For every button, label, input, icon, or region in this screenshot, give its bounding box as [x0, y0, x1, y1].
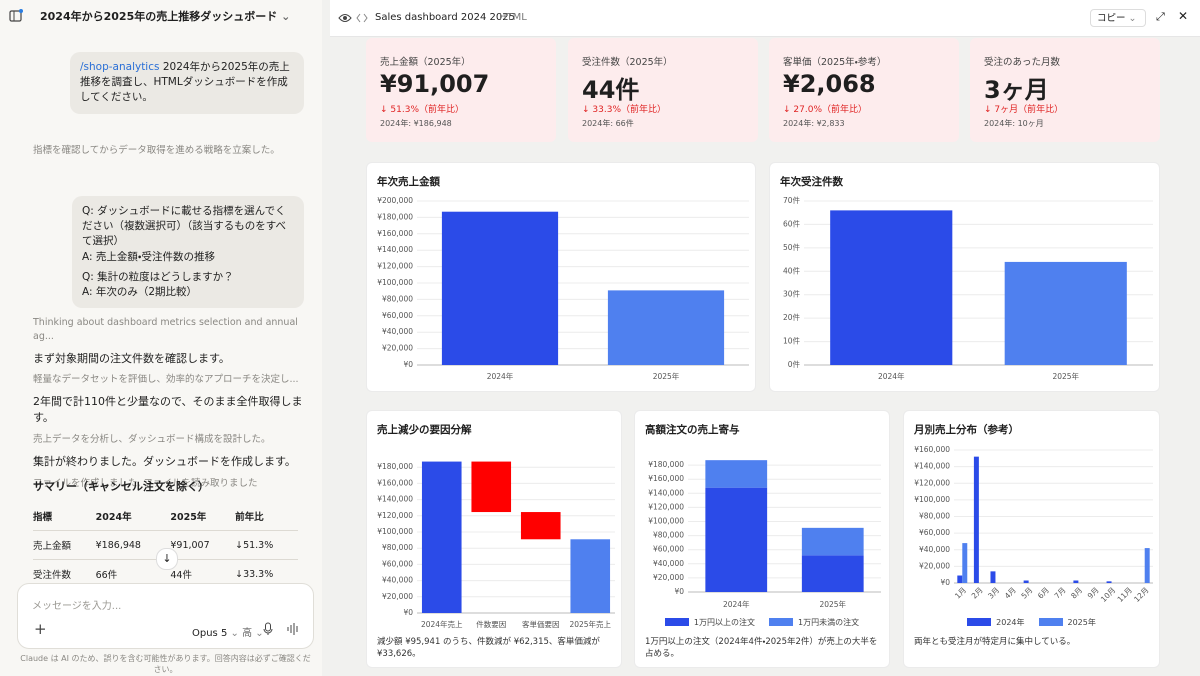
artifact-panel: Sales dashboard 2024 2025 HTML コピー ⌄ ⤢ ✕: [322, 0, 1200, 676]
step: 売上データを分析し、ダッシュボード構成を設計した。: [33, 434, 271, 446]
disclaimer: Claude は AI のため、誤りを含む可能性があります。回答内容は必ずご確認…: [20, 654, 311, 674]
mic-button[interactable]: [262, 622, 274, 636]
artifact-kind: HTML: [499, 12, 527, 23]
table-header: 指標 2024年 2025年 前年比: [33, 502, 298, 531]
copy-label: コピー: [1097, 13, 1126, 24]
title-text: 2024年から2025年の売上推移ダッシュボード: [40, 10, 278, 23]
model-name: Opus 5: [192, 628, 228, 639]
question: Q: ダッシュボードに載せる指標を選んでください（複数選択可）（該当するものをす…: [82, 205, 287, 248]
scroll-down-button[interactable]: ↓: [156, 548, 178, 570]
step: まず対象期間の注文件数を確認します。: [33, 351, 230, 365]
artifact-header: Sales dashboard 2024 2025 HTML コピー ⌄ ⤢ ✕: [330, 0, 1200, 37]
conversation-title[interactable]: 2024年から2025年の売上推移ダッシュボード ⌄: [40, 10, 291, 23]
header-cell: 2025年: [170, 502, 236, 531]
answer: A: 売上金額・受注件数の推移: [82, 250, 215, 263]
message-text: 2024年から2025年の売上推移を調査し、HTMLダッシュボードを作成してくだ…: [80, 61, 290, 104]
preview-button[interactable]: [338, 12, 352, 24]
status-text: 指標を確認してからデータ取得を進める戦略を立案した。: [33, 145, 280, 156]
qa-message: Q: ダッシュボードに載せる指標を選んでください（複数選択可）（該当するものをす…: [72, 196, 304, 309]
step: 2年間で計110件と少量なので、そのまま全件取得します。: [33, 395, 303, 425]
effort: 高: [242, 628, 253, 639]
step: 集計が終わりました。ダッシュボードを作成します。: [33, 454, 296, 468]
voice-button[interactable]: [286, 622, 300, 636]
table-cell: ¥91,007: [170, 530, 236, 560]
model-selector[interactable]: Opus 5 ⌄ 高 ⌄: [192, 628, 264, 639]
header-cell: 指標: [33, 502, 96, 531]
step: 軽量なデータセットを評価し、効率的なアプローチを決定し...: [33, 374, 299, 386]
steps: Thinking about dashboard metrics selecti…: [33, 316, 303, 498]
answer: A: 年次のみ（2期比較）: [82, 286, 198, 299]
table-cell: 売上金額: [33, 530, 96, 560]
expand-button[interactable]: ⤢: [1156, 10, 1165, 23]
step: ファイルを作成しました, ファイルを読み取りました: [33, 477, 258, 489]
user-message: /shop-analytics 2024年から2025年の売上推移を調査し、HT…: [70, 52, 304, 114]
message-input[interactable]: メッセージを入力... + Opus 5 ⌄ 高 ⌄: [17, 583, 314, 649]
add-button[interactable]: +: [34, 620, 47, 638]
sidebar-toggle[interactable]: [9, 9, 23, 23]
chat-panel: 2024年から2025年の売上推移ダッシュボード ⌄ /shop-analyti…: [0, 0, 322, 676]
summary-table: 指標 2024年 2025年 前年比 売上金額 ¥186,948 ¥91,007 ↓51.3%…: [33, 502, 298, 589]
table-cell: ↓51.3%: [235, 530, 298, 560]
summary-title: サマリー（キャンセル注文を除く）: [33, 480, 209, 493]
copy-button[interactable]: コピー ⌄: [1090, 9, 1146, 27]
step: Thinking about dashboard metrics selecti…: [33, 317, 298, 342]
code-button[interactable]: [356, 12, 368, 24]
command: /shop-analytics: [80, 61, 160, 73]
close-button[interactable]: ✕: [1178, 9, 1189, 23]
table-row: 売上金額 ¥186,948 ¥91,007 ↓51.3%: [33, 530, 298, 560]
header-cell: 前年比: [235, 502, 298, 531]
artifact-title: Sales dashboard 2024 2025: [375, 12, 515, 23]
question: Q: 集計の粒度はどうしますか？: [82, 270, 234, 283]
input-placeholder: メッセージを入力...: [32, 601, 122, 612]
header-cell: 2024年: [95, 502, 171, 531]
